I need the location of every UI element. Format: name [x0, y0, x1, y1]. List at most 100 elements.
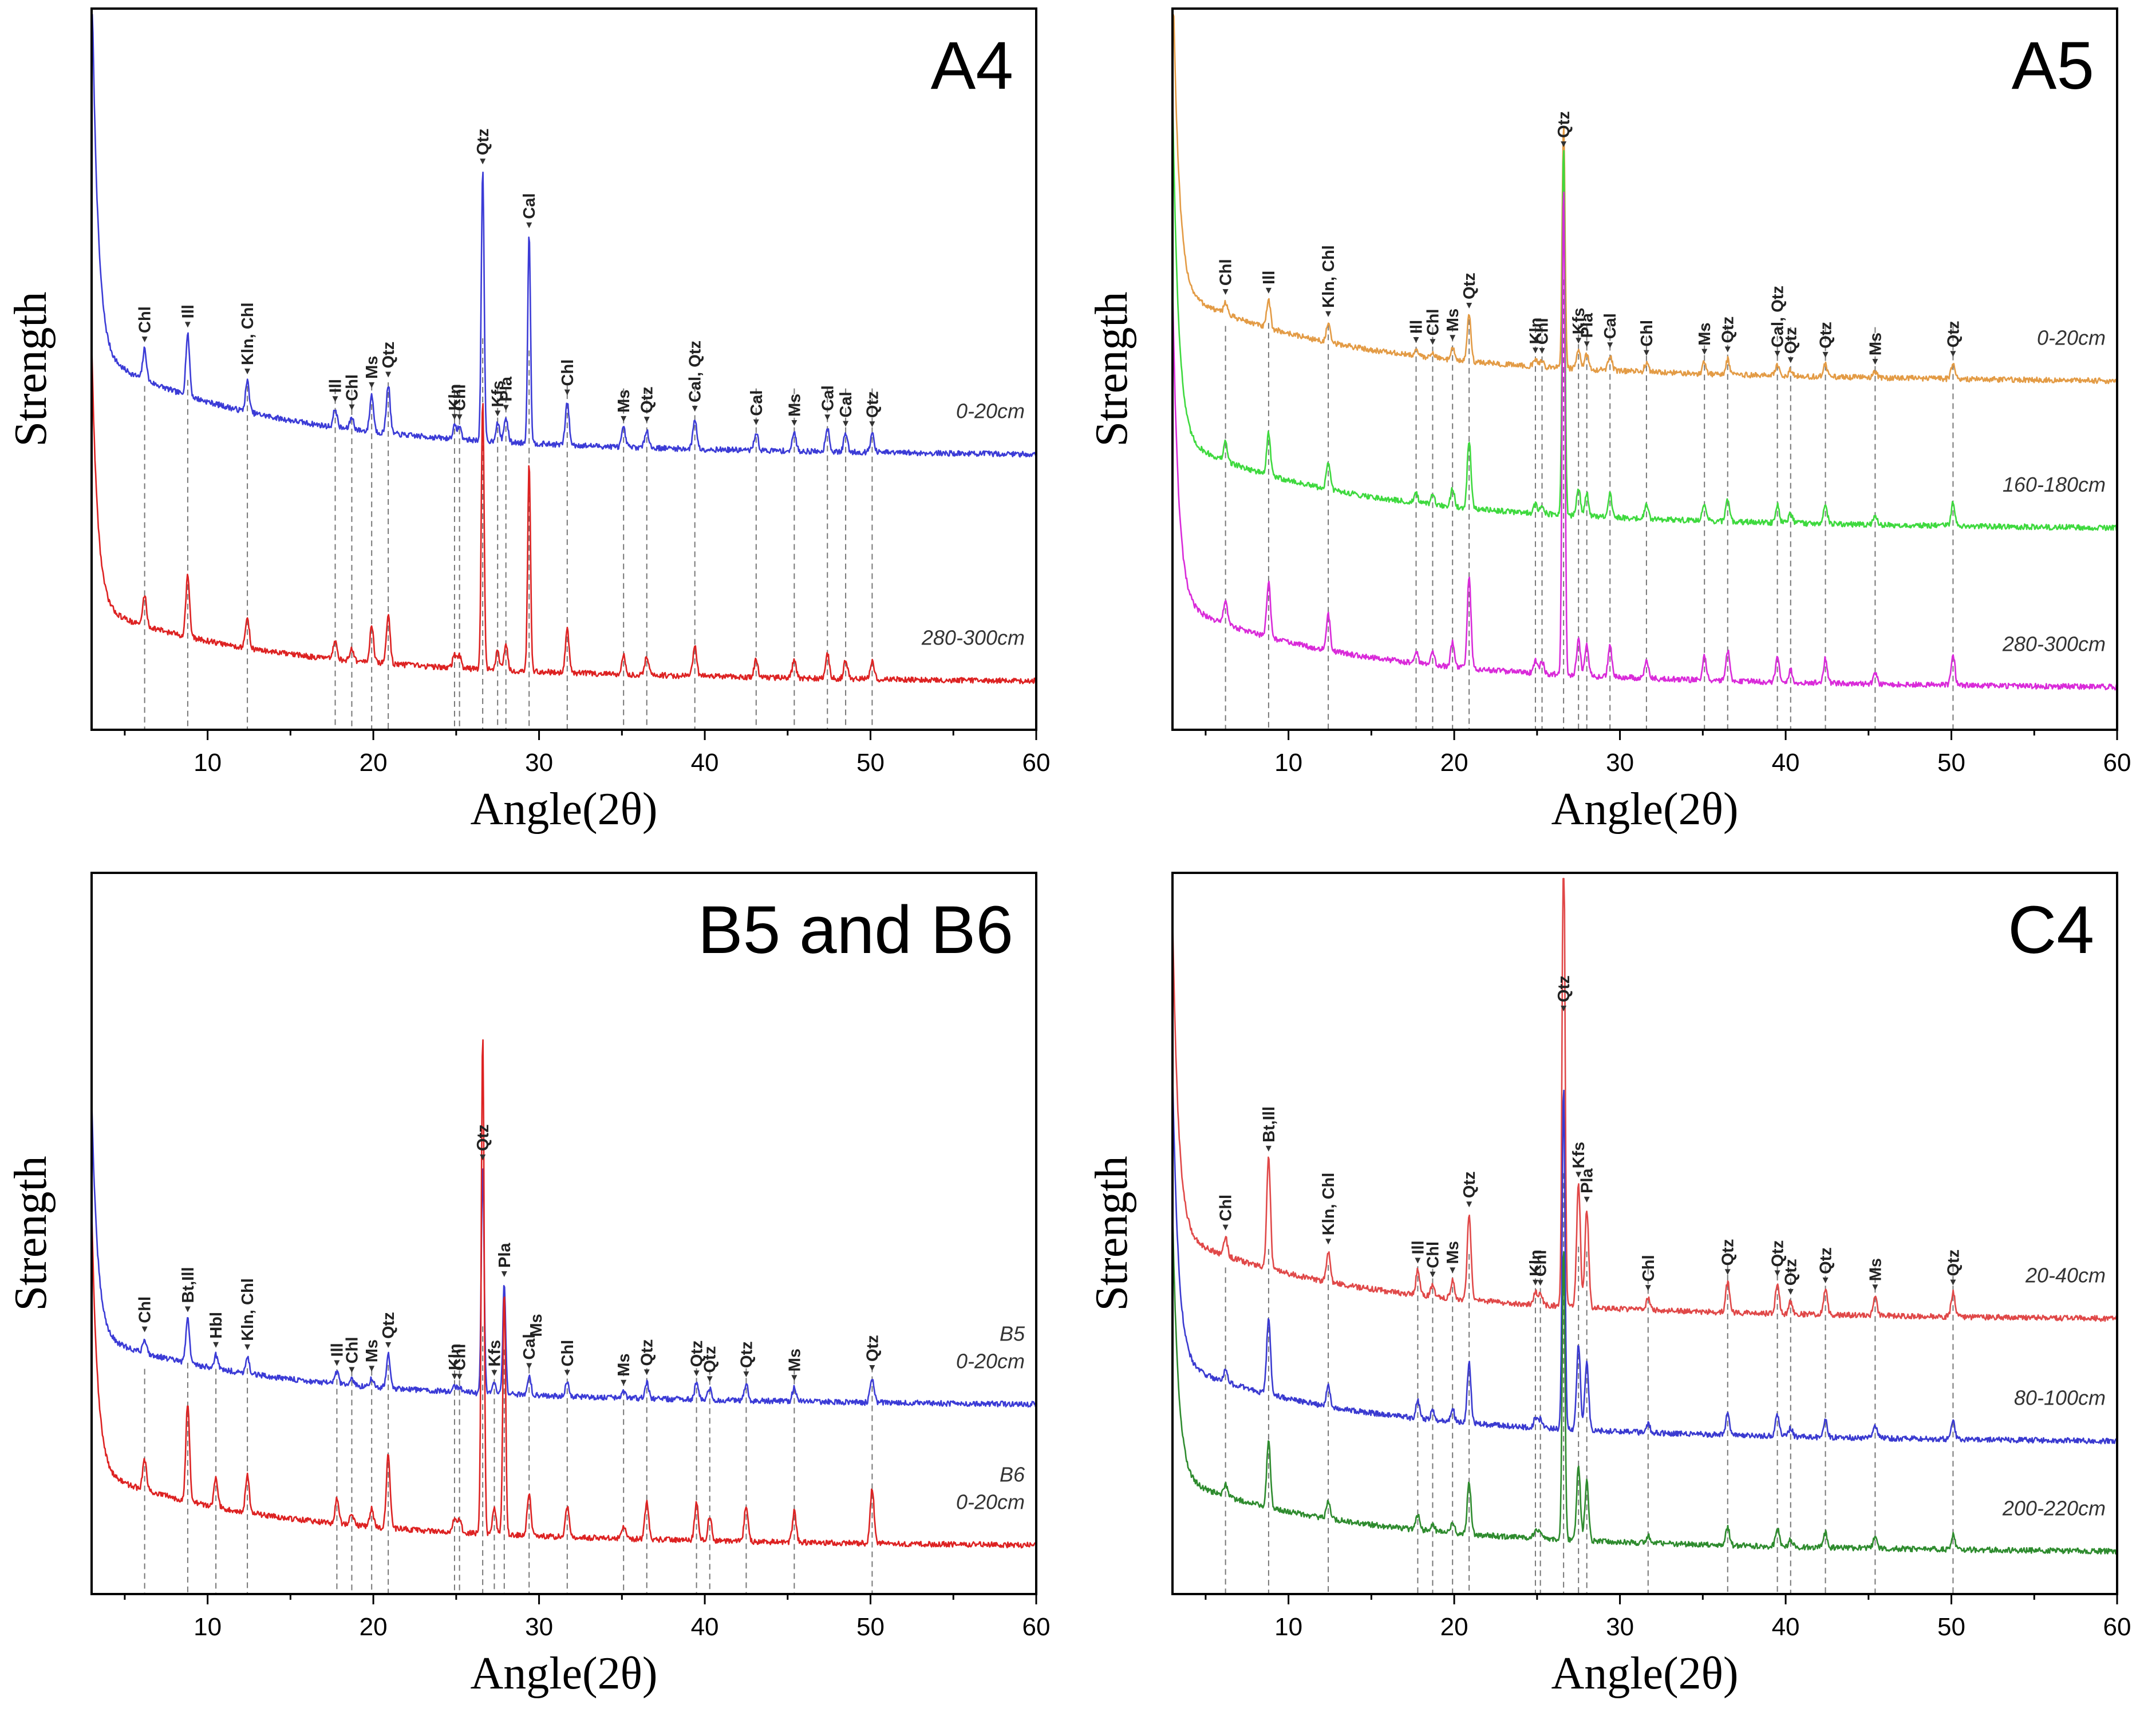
- peak-arrow: [564, 1370, 570, 1376]
- peak-arrow: [1430, 339, 1436, 345]
- peak-arrow: [621, 416, 627, 422]
- peak-arrow: [213, 1342, 219, 1348]
- x-tick-label: 40: [691, 749, 719, 777]
- peak-label: Qtz: [1817, 1247, 1835, 1274]
- peak-label: Kfs: [1570, 308, 1588, 335]
- peak-arrow: [503, 405, 509, 411]
- panel-title: A4: [931, 28, 1013, 104]
- peak-label: Qtz: [1719, 317, 1738, 343]
- peak-label: Chl: [559, 359, 577, 386]
- peak-arrow: [869, 421, 875, 428]
- peak-arrow: [1430, 1271, 1436, 1278]
- peak-label: Chl: [343, 374, 361, 401]
- peak-arrow: [1645, 1285, 1651, 1291]
- spectrum-line-160-180cm: [1171, 88, 2118, 531]
- peak-label: Kln, Chl: [1320, 245, 1338, 308]
- peak-label: Ill: [1409, 1240, 1427, 1254]
- peak-arrow: [1265, 287, 1272, 294]
- peak-label: Ms: [785, 1349, 804, 1371]
- peak-arrow: [1450, 1267, 1456, 1274]
- peak-label: Pla: [498, 376, 516, 401]
- peak-label: Qtz: [688, 1340, 706, 1367]
- peak-label: Bt,Ill: [179, 1267, 198, 1303]
- peak-label: Cal: [837, 392, 855, 417]
- peak-label: Ms: [1444, 1241, 1462, 1264]
- spectrum-line-200-220cm: [1171, 1209, 2118, 1555]
- peak-label: Kln: [1527, 1249, 1545, 1276]
- peak-arrow: [451, 1374, 457, 1380]
- series-label: 280-300cm: [2002, 632, 2106, 655]
- peak-arrow: [334, 1360, 340, 1366]
- x-tick-label: 10: [194, 749, 222, 777]
- peak-label: Cal, Qtz: [1769, 286, 1787, 347]
- peak-arrow: [621, 1379, 627, 1386]
- peak-label: Hbl: [207, 1312, 226, 1339]
- peak-label: Kln: [446, 384, 464, 411]
- peak-arrow: [753, 419, 759, 425]
- peak-label: Qtz: [863, 1335, 882, 1362]
- spectrum-line-0-20cm: [1172, 13, 2118, 385]
- x-tick-label: 30: [1606, 1613, 1634, 1641]
- peak-label: Chl: [1638, 320, 1656, 347]
- x-tick-label: 50: [1937, 749, 1965, 777]
- x-axis-label: Angle(2θ): [1551, 1648, 1738, 1699]
- peak-label: Qtz: [1817, 322, 1835, 349]
- peak-label: Ms: [363, 1339, 381, 1362]
- peak-label: Kfs: [1570, 1142, 1588, 1169]
- panel-title: C4: [2008, 892, 2094, 968]
- peak-label: Kln: [446, 1343, 464, 1370]
- peak-label: Ill: [327, 379, 345, 393]
- peak-arrow: [1561, 141, 1567, 147]
- series-label: 20-40cm: [2025, 1264, 2106, 1287]
- y-axis-label: Strength: [6, 1156, 56, 1311]
- series-label: 80-100cm: [2014, 1386, 2106, 1410]
- spectrum-line-B5-0-20cm: [90, 1094, 1037, 1408]
- peak-arrow: [1701, 349, 1708, 355]
- peak-label: Qtz: [1555, 111, 1573, 138]
- peak-label: Qtz: [638, 1339, 657, 1366]
- series-label: 0-20cm: [2037, 326, 2106, 349]
- peak-arrow: [1872, 1284, 1878, 1291]
- peak-arrow: [791, 420, 797, 426]
- spectrum-line-20-40cm: [1171, 877, 2118, 1322]
- x-tick-label: 40: [1772, 1613, 1800, 1641]
- x-tick-label: 50: [856, 749, 885, 777]
- peak-arrow: [385, 1342, 392, 1349]
- peak-label: Cal: [819, 385, 837, 411]
- peak-label: Chl: [1532, 1250, 1550, 1277]
- x-axis-label: Angle(2θ): [470, 784, 657, 835]
- peak-arrow: [491, 1370, 498, 1376]
- x-tick-label: 20: [360, 749, 388, 777]
- x-tick-label: 30: [525, 1613, 553, 1641]
- y-axis-label: Strength: [1087, 1156, 1137, 1311]
- peak-label: Ms: [527, 1314, 546, 1336]
- peak-arrow: [1724, 1269, 1731, 1275]
- peak-arrow: [1584, 341, 1590, 347]
- peak-label: Pla: [496, 1243, 514, 1268]
- plot-frame: [90, 872, 1037, 1595]
- peak-label: Ms: [1866, 1258, 1885, 1281]
- peak-label: Chl: [343, 1337, 361, 1364]
- peak-label: Chl: [1424, 1241, 1442, 1268]
- series-label: 280-300cm: [921, 626, 1025, 650]
- peak-label: Ms: [1696, 322, 1714, 345]
- x-tick-label: 40: [691, 1613, 719, 1641]
- peak-label: Ms: [615, 1353, 633, 1376]
- x-tick-label: 10: [1274, 749, 1302, 777]
- peak-label: Qtz: [1944, 321, 1963, 347]
- peak-arrow: [526, 222, 532, 228]
- peak-arrow: [1539, 348, 1545, 354]
- peak-label: Ill: [1260, 271, 1278, 284]
- peak-label: Qtz: [1555, 975, 1573, 1002]
- panel-a5: A5 Strength Angle(2θ) 0-20cm 160-180cm 280-30…: [1087, 7, 2131, 835]
- peak-arrow: [141, 336, 148, 342]
- peak-arrow: [1872, 359, 1878, 365]
- spectrum-line-280-300cm: [90, 339, 1037, 685]
- peak-arrow: [1450, 335, 1456, 341]
- x-tick-label: 20: [1440, 749, 1468, 777]
- peak-label: Qtz: [638, 386, 657, 413]
- peak-label: Qtz: [737, 1341, 756, 1368]
- peak-arrow: [244, 1344, 251, 1350]
- peak-label: Kln, Chl: [1320, 1173, 1338, 1236]
- peak-label: Chl: [451, 384, 469, 411]
